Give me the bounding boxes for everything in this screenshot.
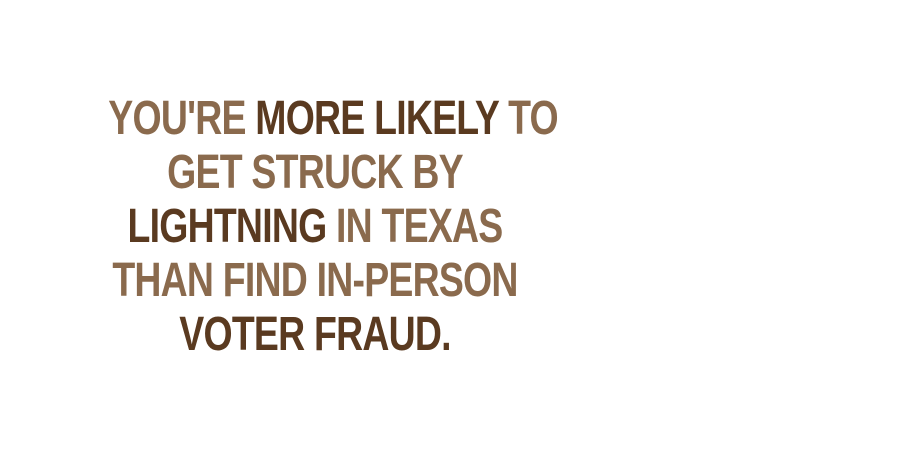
quote-line-3-part-2: IN TEXAS xyxy=(326,200,503,253)
quote-line-5: VOTER FRAUD. xyxy=(108,308,521,362)
quote-line-1: YOU'RE MORE LIKELY TO xyxy=(108,92,558,146)
quote-line-1-part-3: TO xyxy=(498,92,559,145)
quote-line-1-emphasis: MORE LIKELY xyxy=(255,92,499,145)
quote-line-4: THAN FIND IN-PERSON xyxy=(108,254,521,308)
quote-text: YOU'RE MORE LIKELY TO GET STRUCK BY LIGH… xyxy=(50,92,580,362)
quote-line-5-emphasis: VOTER FRAUD. xyxy=(179,308,451,361)
quote-line-3-emphasis: LIGHTNING xyxy=(127,200,328,253)
quote-line-4-part-1: THAN FIND IN-PERSON xyxy=(112,254,518,307)
quote-line-3: LIGHTNING IN TEXAS xyxy=(108,200,521,254)
quote-line-2: GET STRUCK BY xyxy=(108,146,521,200)
quote-line-2-part-1: GET STRUCK BY xyxy=(167,146,463,199)
quote-line-1-part-1: YOU'RE xyxy=(108,92,256,145)
